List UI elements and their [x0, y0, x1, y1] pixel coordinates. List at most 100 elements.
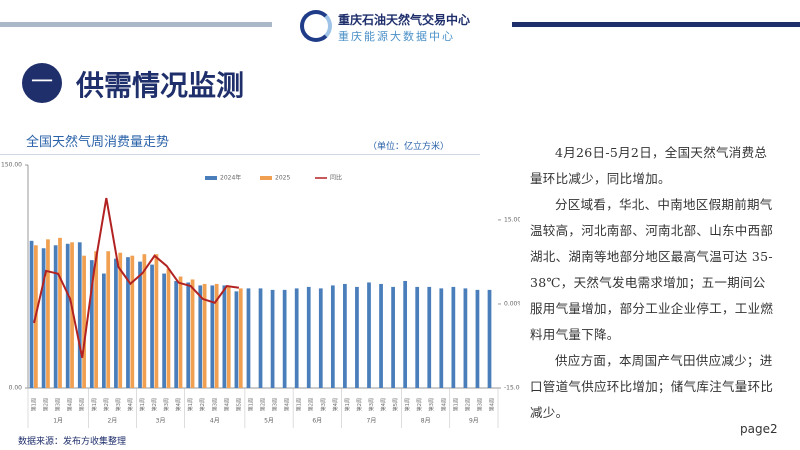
- logo: [300, 10, 332, 42]
- x-tick-label: 第4周: [127, 398, 134, 411]
- legend-label: 同比: [330, 174, 342, 182]
- x-tick-label: 第4周: [488, 398, 495, 411]
- bar: [166, 269, 171, 388]
- bar: [174, 280, 179, 388]
- x-tick-label: 第2周: [199, 398, 206, 411]
- paragraph: 供应方面，本周国产气田供应减少；进口管道气供应环比增加；储气库注气量环比减少。: [530, 353, 774, 420]
- bar: [190, 279, 195, 388]
- bar: [106, 251, 111, 388]
- x-tick-label: 第5周: [392, 398, 399, 411]
- bar: [58, 237, 62, 388]
- bar: [186, 282, 191, 388]
- text-body: 4月26日-5月2日，全国天然气消费总量环比减少，同比增加。 分区域看，华北、中…: [530, 140, 778, 426]
- month-label: 6月: [312, 418, 322, 425]
- x-tick-label: 第3周: [211, 398, 218, 411]
- bar: [41, 248, 46, 388]
- bar: [70, 242, 74, 388]
- bar: [367, 282, 371, 388]
- x-tick-label: 第1周: [344, 398, 351, 411]
- bar: [89, 260, 94, 388]
- bar: [222, 285, 227, 388]
- x-tick-label: 第1周: [404, 398, 411, 411]
- x-tick-label: 第2周: [416, 398, 423, 411]
- legend-swatch: [205, 176, 217, 180]
- bar: [101, 273, 106, 388]
- bar: [29, 240, 34, 388]
- bar: [46, 239, 50, 388]
- bar: [403, 280, 408, 388]
- bar: [463, 288, 468, 388]
- bar: [246, 288, 251, 388]
- y2-tick-label: 0.00%: [504, 300, 520, 307]
- x-tick-label: 第3周: [55, 398, 62, 411]
- bar: [94, 251, 99, 388]
- x-tick-label: 第2周: [43, 398, 50, 411]
- x-tick-label: 第1周: [91, 398, 98, 411]
- bar: [77, 242, 82, 388]
- x-tick-label: 第4周: [67, 398, 74, 411]
- x-tick-label: 第3周: [272, 398, 279, 411]
- bar: [487, 289, 492, 388]
- bar: [53, 245, 58, 388]
- bar: [318, 288, 323, 388]
- bar: [214, 283, 219, 388]
- x-tick-label: 第4周: [223, 398, 230, 411]
- bar: [210, 285, 215, 388]
- section-title: 供需情况监测: [76, 69, 245, 102]
- x-tick-label: 第2周: [308, 398, 315, 411]
- bar: [126, 257, 130, 388]
- month-label: 8月: [421, 418, 431, 425]
- chart-unit: （单位：亿立方米）: [368, 142, 450, 152]
- month-label: 3月: [156, 418, 166, 425]
- paragraph: 分区域看，华北、中南地区假期前期气温较高，河北南部、河南北部、山东中西部湖北、湖…: [530, 197, 774, 342]
- section-number: 一: [22, 63, 62, 103]
- month-label: 2月: [107, 418, 117, 425]
- bar: [258, 288, 263, 388]
- legend-label: 2024年: [220, 174, 241, 182]
- x-tick-label: 第3周: [368, 398, 375, 411]
- x-tick-label: 第4周: [380, 398, 387, 411]
- bar: [306, 286, 311, 388]
- bar: [114, 258, 118, 388]
- y2-tick-label: -15.00%: [504, 385, 520, 392]
- month-label: 1月: [53, 418, 63, 425]
- divider: [0, 154, 480, 155]
- header-bar: [0, 22, 272, 27]
- x-tick-label: 第1周: [139, 398, 146, 411]
- x-tick-label: 第4周: [175, 398, 182, 411]
- bar: [234, 291, 239, 388]
- bar: [65, 243, 70, 388]
- bar: [439, 288, 444, 388]
- x-tick-label: 第3周: [163, 398, 170, 411]
- org-name: 重庆石油天然气交易中心: [338, 13, 471, 27]
- x-tick-label: 第2周: [103, 398, 110, 411]
- x-tick-label: 第1周: [187, 398, 194, 411]
- x-tick-label: 第4周: [440, 398, 447, 411]
- x-tick-label: 第3周: [428, 398, 435, 411]
- source: 数据来源：发布方收集整理: [18, 437, 127, 447]
- bar: [391, 286, 395, 388]
- bar: [379, 283, 383, 388]
- x-tick-label: 第3周: [476, 398, 483, 411]
- page-number: page2: [740, 422, 778, 436]
- bar: [130, 255, 135, 388]
- x-tick-label: 第2周: [260, 398, 267, 411]
- x-tick-label: 第5周: [235, 398, 242, 411]
- org-sub: 重庆能源大数据中心: [338, 30, 455, 43]
- header-bar: [512, 22, 800, 27]
- x-tick-label: 第1周: [452, 398, 459, 411]
- bar: [178, 276, 183, 388]
- month-label: 9月: [469, 418, 479, 425]
- bar: [150, 264, 154, 388]
- x-tick-label: 第2周: [151, 398, 158, 411]
- bar: [162, 273, 166, 388]
- bar: [427, 286, 432, 388]
- growth-line: [33, 197, 240, 358]
- x-tick-label: 第5周: [79, 398, 86, 411]
- x-tick-label: 第1周: [296, 398, 303, 411]
- bar: [415, 286, 420, 388]
- bar: [270, 289, 275, 388]
- bar: [343, 283, 347, 388]
- bar: [142, 254, 147, 388]
